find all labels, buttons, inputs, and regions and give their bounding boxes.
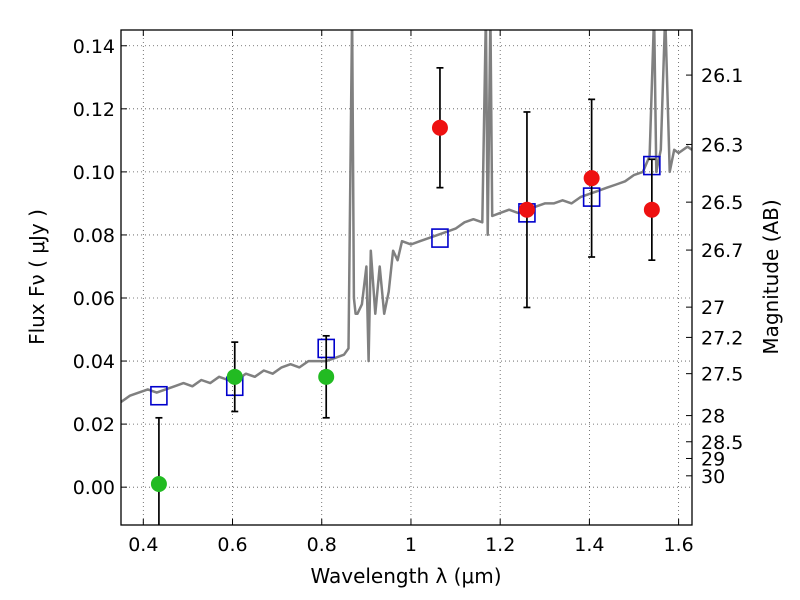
plot-area bbox=[121, 30, 692, 525]
y-tick-label: 0.14 bbox=[73, 36, 115, 58]
y2-tick-label: 28 bbox=[701, 406, 725, 428]
observed-circle-point bbox=[318, 368, 335, 385]
x-tick-label: 0.4 bbox=[128, 534, 158, 556]
y2-tick-label: 26.3 bbox=[701, 134, 743, 156]
grid-lines bbox=[121, 30, 692, 525]
y2-tick-label: 26.5 bbox=[701, 192, 743, 214]
y2-tick-label: 26.7 bbox=[701, 240, 743, 262]
y2-tick-label: 29 bbox=[701, 448, 725, 470]
x-tick-label: 0.6 bbox=[217, 534, 247, 556]
observed-circle-point bbox=[583, 170, 600, 187]
y2-axis-label: Magnitude (AB) bbox=[759, 199, 783, 354]
y2-tick-label: 28.5 bbox=[701, 432, 743, 454]
observed-circle-point bbox=[518, 201, 535, 218]
x-axis-label: Wavelength λ (μm) bbox=[310, 564, 501, 588]
y-tick-label: 0.12 bbox=[73, 99, 115, 121]
x-tick-label: 1.2 bbox=[485, 534, 515, 556]
y-tick-label: 0.08 bbox=[73, 225, 115, 247]
observed-circle-point bbox=[226, 368, 243, 385]
plot-frame bbox=[120, 29, 693, 526]
observed-circle-point bbox=[150, 476, 167, 493]
x-tick-label: 1.6 bbox=[664, 534, 694, 556]
y2-tick-label: 27 bbox=[701, 297, 725, 319]
y-tick-label: 0.04 bbox=[73, 351, 115, 373]
y-tick-label: 0.10 bbox=[73, 162, 115, 184]
y-tick-label: 0.00 bbox=[73, 477, 115, 499]
y-tick-label: 0.02 bbox=[73, 414, 115, 436]
y-axis-label: Flux Fν ( μJy ) bbox=[25, 209, 49, 345]
plot-background bbox=[121, 30, 692, 525]
model-square-point bbox=[150, 385, 168, 406]
y2-tick-label: 30 bbox=[701, 466, 725, 488]
axis-ticks: 0.4 0.6 0.8 1 1.2 1.4 1.6 0.00 0.02 0.04 0.06 0.08 0… bbox=[73, 30, 743, 556]
y2-tick-label: 26.1 bbox=[701, 65, 743, 87]
model-square-point bbox=[431, 228, 449, 248]
observed-circle-point bbox=[431, 119, 448, 136]
y2-tick-label: 27.5 bbox=[701, 364, 743, 386]
y-tick-label: 0.06 bbox=[73, 288, 115, 310]
y2-tick-label: 27.2 bbox=[701, 327, 743, 349]
x-tick-label: 1 bbox=[405, 534, 417, 556]
x-tick-label: 1.4 bbox=[574, 534, 604, 556]
x-tick-label: 0.8 bbox=[307, 534, 337, 556]
observed-circle-point bbox=[643, 201, 660, 218]
